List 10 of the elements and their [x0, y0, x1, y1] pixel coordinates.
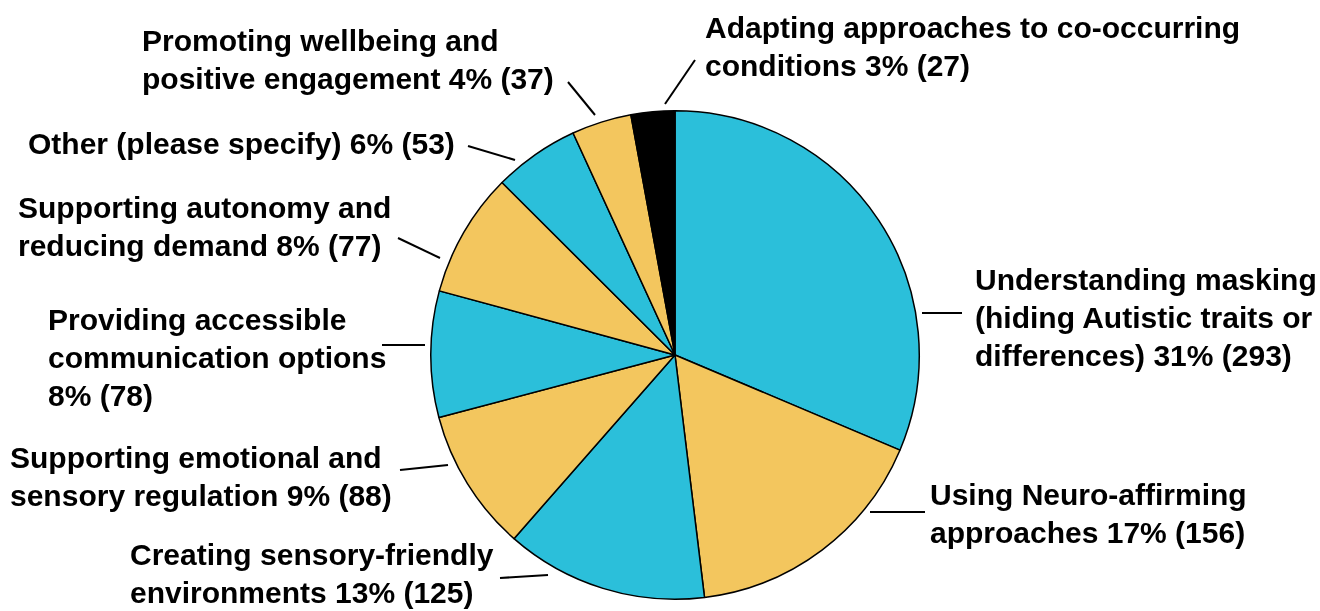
slice-label: Understanding masking (hiding Autistic traits or differences) 31% (293) — [975, 263, 1317, 373]
data-label: 8% (78) — [48, 379, 154, 413]
slice-label: Providing accessible communication options — [48, 303, 387, 375]
slice-label: Using Neuro-affirming approaches 17% (156) — [930, 478, 1247, 550]
slice-label: Supporting emotional and sensory regulation 9% (88) — [10, 441, 392, 513]
slice-label: Other (please specify) 6% (53) — [28, 127, 455, 161]
slice-label: Supporting autonomy and reducing demand 8% (77) — [18, 191, 392, 263]
slice-label: Promoting wellbeing and positive engagement 4% (37) — [142, 24, 554, 96]
slice-label: Adapting approaches to co-occurring conditions 3% (27) — [705, 11, 1241, 83]
slice-label: Creating sensory-friendly environments 13% (125) — [130, 538, 494, 610]
